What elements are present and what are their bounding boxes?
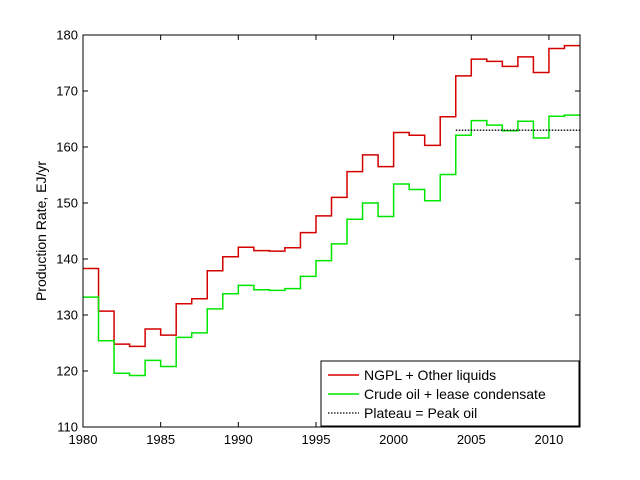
y-tick-label: 180 [56, 28, 78, 43]
y-tick-label: 140 [56, 252, 78, 267]
series-layer [83, 44, 580, 377]
legend: NGPL + Other liquids Crude oil + lease co… [320, 360, 580, 427]
x-tick-label: 2005 [457, 432, 486, 447]
x-tick-label: 1985 [146, 432, 175, 447]
y-axis-label: Production Rate, EJ/yr [33, 161, 49, 301]
y-tick-label: 150 [56, 196, 78, 211]
y-tick-label: 170 [56, 84, 78, 99]
x-tick-label: 1995 [302, 432, 331, 447]
x-tick-label: 2010 [534, 432, 563, 447]
legend-label: Plateau = Peak oil [364, 405, 477, 421]
y-tick-label: 110 [57, 420, 78, 435]
legend-box [320, 360, 580, 427]
x-tick-label: 1990 [224, 432, 253, 447]
x-tick-label: 2000 [379, 432, 408, 447]
y-tick-label: 160 [56, 140, 78, 155]
series-line-1 [83, 44, 580, 348]
plot-area-frame [82, 34, 581, 428]
legend-label: Crude oil + lease condensate [364, 386, 546, 402]
legend-label: NGPL + Other liquids [364, 367, 496, 383]
y-tick-label: 130 [56, 308, 78, 323]
x-tick-label: 1980 [69, 432, 98, 447]
axis-ticks-layer: 1980 1985 1990 1995 2000 2005 2010 110 120 130 140… [56, 28, 580, 447]
y-tick-label: 120 [56, 364, 78, 379]
series-line-2 [83, 114, 580, 377]
